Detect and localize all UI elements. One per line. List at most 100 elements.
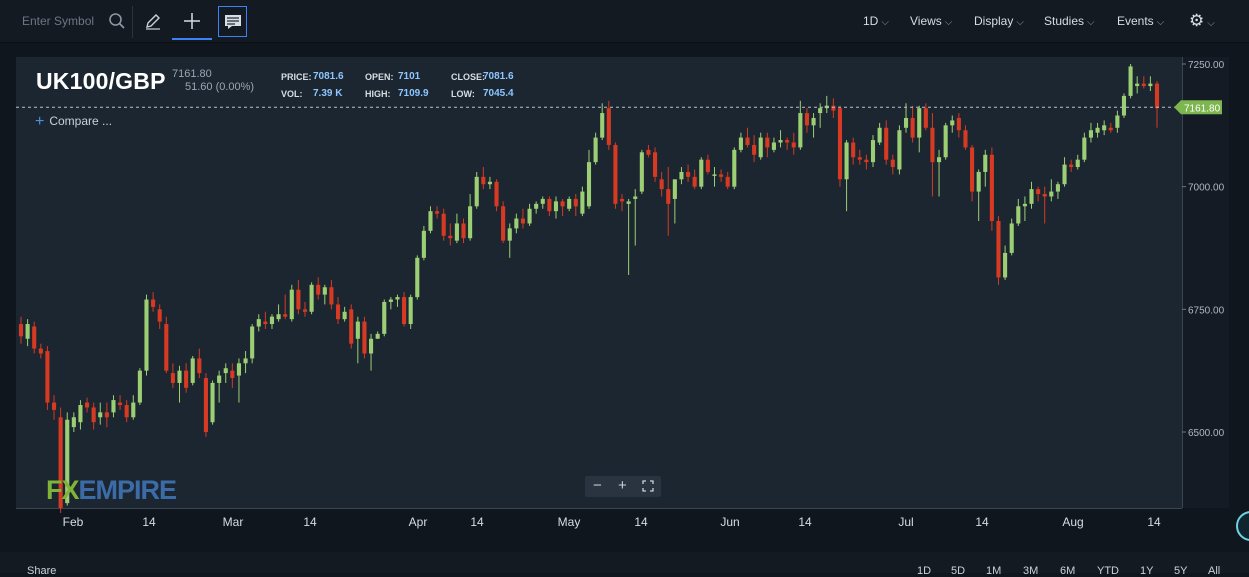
candle[interactable] [217,370,222,403]
candle[interactable] [679,167,684,185]
candle[interactable] [468,194,473,241]
candle[interactable] [322,284,327,305]
candle[interactable] [930,113,935,197]
price-axis[interactable] [1182,57,1229,508]
views-menu[interactable]: Views ⌵ [910,14,952,28]
candle[interactable] [501,201,506,244]
range-5y[interactable]: 5Y [1174,565,1188,577]
candle[interactable] [375,331,380,339]
candle[interactable] [837,105,843,187]
candle[interactable] [164,316,169,374]
candle[interactable] [917,105,922,153]
candle[interactable] [910,105,915,143]
candle[interactable] [329,279,334,310]
range-1y[interactable]: 1Y [1140,565,1154,577]
candle[interactable] [719,169,724,182]
candle[interactable] [712,167,717,187]
candle[interactable] [435,206,440,219]
events-menu[interactable]: Events ⌵ [1117,14,1164,28]
candle[interactable] [243,351,248,374]
candle[interactable] [25,319,30,347]
candle[interactable] [778,130,783,148]
candle[interactable] [316,277,321,300]
candle[interactable] [936,149,942,197]
zoom-out-button[interactable]: − [593,477,602,494]
candle[interactable] [137,368,142,406]
crosshair-icon[interactable] [177,6,207,36]
candle[interactable] [71,412,76,432]
fullscreen-icon[interactable] [642,479,654,496]
candle[interactable] [864,154,869,170]
candle[interactable] [600,103,605,141]
candle[interactable] [395,294,400,307]
candle[interactable] [481,167,486,190]
candle[interactable] [534,201,539,214]
candle[interactable] [210,380,215,425]
candle[interactable] [567,196,572,212]
candle[interactable] [652,147,658,182]
candle[interactable] [824,95,829,114]
candle[interactable] [586,149,592,209]
candle[interactable] [804,108,810,133]
candle[interactable] [923,103,928,131]
candle[interactable] [646,144,651,158]
candle[interactable] [686,164,691,182]
candle[interactable] [983,149,988,187]
candle[interactable] [831,98,836,118]
chart-panel[interactable] [16,57,1182,508]
candle[interactable] [454,213,459,244]
candle[interactable] [626,198,631,275]
candle[interactable] [765,132,770,158]
candle[interactable] [203,373,208,437]
candle[interactable] [560,198,565,217]
candle[interactable] [745,127,750,148]
candle[interactable] [606,100,611,150]
candle[interactable] [1069,159,1074,172]
candle[interactable] [118,395,123,410]
candle[interactable] [184,363,189,393]
candle[interactable] [970,144,975,202]
display-menu[interactable]: Display ⌵ [974,14,1024,28]
candle[interactable] [1088,122,1094,143]
candle[interactable] [104,402,109,428]
candle[interactable] [752,135,757,163]
candle[interactable] [956,113,961,138]
candle[interactable] [547,196,552,217]
candle[interactable] [415,255,420,300]
candle[interactable] [1009,218,1014,256]
candle[interactable] [98,402,103,425]
candle[interactable] [441,208,446,241]
candle[interactable] [421,225,426,261]
candle[interactable] [692,169,697,190]
candle[interactable] [263,311,268,329]
candle[interactable] [738,132,743,153]
candle[interactable] [798,100,803,150]
candle[interactable] [791,132,796,155]
candle[interactable] [619,194,625,212]
candle[interactable] [45,346,50,410]
candle[interactable] [811,113,816,138]
candle[interactable] [1095,122,1100,138]
candle[interactable] [342,306,347,322]
range-5d[interactable]: 5D [951,565,966,577]
search-icon[interactable] [108,12,126,35]
zoom-in-button[interactable]: + [618,477,627,494]
candle[interactable] [1148,76,1153,91]
candle[interactable] [1115,110,1120,133]
candle[interactable] [494,179,499,212]
candle[interactable] [1022,196,1027,222]
candle[interactable] [758,132,763,160]
candle[interactable] [197,348,202,379]
candle[interactable] [38,343,43,359]
candle[interactable] [785,137,790,150]
range-1m[interactable]: 1M [986,565,1002,577]
candle[interactable] [943,122,948,160]
candle[interactable] [157,304,162,329]
candle[interactable] [474,171,479,209]
candle[interactable] [666,167,671,236]
candle[interactable] [250,324,255,364]
candle[interactable] [58,407,63,513]
candle[interactable] [540,196,545,209]
candle[interactable] [527,203,532,226]
candle[interactable] [355,316,360,364]
